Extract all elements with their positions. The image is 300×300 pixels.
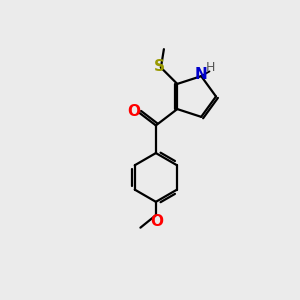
Text: O: O [128, 104, 141, 119]
Text: S: S [154, 59, 165, 74]
Text: H: H [206, 61, 215, 74]
Text: O: O [150, 214, 163, 229]
Text: N: N [195, 67, 208, 82]
